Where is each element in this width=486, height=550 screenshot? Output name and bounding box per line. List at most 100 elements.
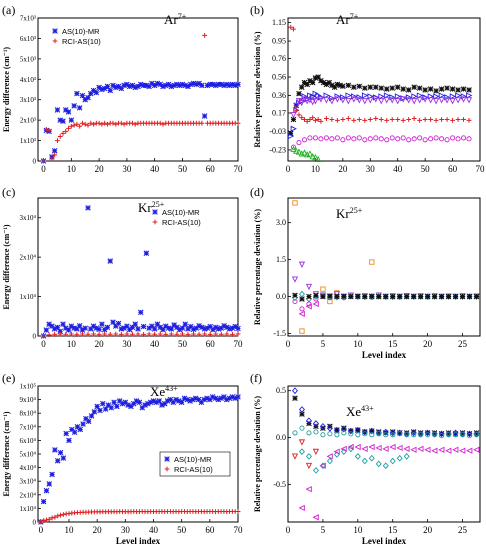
series-b-5: [290, 145, 322, 163]
data-point-f: [292, 395, 298, 401]
data-point-b: [383, 97, 390, 104]
data-point-d: [375, 293, 382, 300]
data-point-f: [340, 445, 347, 452]
legend-marker-e: [164, 456, 170, 462]
data-point-f: [326, 457, 333, 465]
data-point-e: [77, 426, 84, 433]
data-point-f: [355, 427, 361, 433]
data-point-f: [298, 504, 305, 512]
data-point-e: [105, 402, 112, 408]
data-point-a: [160, 121, 166, 127]
data-point-c: [221, 322, 227, 329]
data-point-e: [212, 395, 219, 402]
x-tick-label-f: 15: [388, 525, 398, 535]
x-tick-label-e: 20: [93, 525, 103, 535]
data-point-b: [345, 135, 351, 141]
data-point-a: [179, 81, 186, 88]
data-point-e: [119, 400, 126, 407]
data-point-c: [79, 327, 86, 333]
axes-frame-a: [37, 17, 239, 162]
data-point-a: [140, 82, 147, 89]
data-point-b: [378, 136, 384, 142]
data-point-c: [182, 321, 189, 327]
y-axis-label-d: Relative percentage deviation (%): [253, 209, 262, 325]
data-point-d: [298, 310, 305, 317]
data-point-c: [168, 326, 175, 332]
data-point-e: [49, 471, 55, 478]
x-tick-label-b: 0: [286, 164, 291, 174]
data-point-f: [354, 452, 361, 460]
x-axis-label-f: Level index: [362, 536, 407, 546]
x-tick-label-a: 30: [122, 164, 132, 174]
data-point-b: [304, 118, 310, 124]
data-point-b: [306, 150, 314, 157]
data-point-e: [184, 396, 191, 403]
x-tick-label-b: 20: [338, 164, 348, 174]
data-point-a: [110, 82, 116, 89]
data-point-d: [431, 293, 438, 300]
plot-area-f: 0 5 10 15 20 25 -0.5 0.0 0.5 Level index Relative …: [253, 385, 481, 546]
data-point-e: [111, 399, 117, 406]
data-point-c: [99, 321, 105, 327]
data-point-b: [312, 135, 318, 141]
data-point-e: [235, 394, 241, 400]
data-point-e: [44, 517, 49, 523]
data-point-b: [296, 112, 302, 118]
y-tick-label-a: 1x10³: [20, 137, 36, 145]
data-point-c: [91, 331, 96, 337]
data-point-c: [224, 324, 230, 331]
data-point-d: [445, 293, 452, 300]
data-point-a: [193, 81, 200, 88]
data-point-f: [396, 430, 403, 436]
data-point-b: [450, 135, 456, 141]
data-point-f: [424, 429, 431, 437]
data-point-c: [46, 332, 52, 338]
data-point-f: [375, 444, 382, 452]
data-point-c: [235, 331, 241, 337]
panel-f-ion: Xe43+: [346, 404, 374, 419]
data-point-d: [320, 286, 326, 292]
data-point-a: [104, 83, 111, 90]
series-d-5: [298, 300, 319, 317]
x-tick-label-b: 60: [448, 164, 458, 174]
data-point-f: [327, 423, 333, 430]
data-point-b: [329, 82, 335, 89]
y-tick-label-d: -1.5: [273, 329, 286, 338]
data-point-f: [390, 432, 396, 438]
data-point-a: [235, 81, 241, 88]
data-point-b: [367, 84, 374, 90]
data-point-d: [368, 293, 375, 300]
y-tick-label-e: 1x10⁵: [20, 383, 37, 391]
data-point-e: [198, 399, 205, 406]
data-point-a: [101, 85, 108, 92]
data-point-c: [112, 323, 119, 329]
data-point-a: [226, 82, 233, 89]
data-point-e: [150, 398, 157, 404]
data-point-a: [107, 87, 114, 94]
data-point-c: [146, 331, 152, 337]
data-point-b: [378, 85, 385, 91]
legend-label-c: RCI-AS(10): [162, 218, 201, 227]
x-tick-label-f: 20: [423, 525, 433, 535]
data-point-c: [41, 333, 46, 339]
data-point-a: [51, 147, 58, 154]
data-point-e: [58, 512, 63, 518]
data-point-f: [361, 428, 368, 436]
data-point-c: [212, 324, 219, 331]
y-tick-label-a: 6x10³: [20, 35, 36, 43]
data-point-b: [460, 96, 467, 103]
data-point-f: [312, 467, 319, 474]
data-point-e: [100, 400, 106, 407]
data-point-a: [146, 83, 152, 90]
y-tick-label-b: 0.17: [272, 109, 286, 118]
x-tick-label-c: 60: [206, 339, 216, 349]
data-point-c: [74, 326, 80, 332]
data-point-a: [57, 117, 64, 123]
data-point-c: [110, 319, 116, 325]
series-c-1: [41, 331, 241, 339]
data-point-a: [210, 81, 216, 88]
plot-area-a: 0 10 20 30 40 50 60 70 0 1x10³ 2x10³ 3x10³ 4x10³ 5x10…: [2, 15, 243, 175]
data-point-f: [354, 443, 361, 451]
y-tick-label-e: 3x10⁴: [20, 478, 37, 486]
series-d-0: [292, 200, 375, 334]
